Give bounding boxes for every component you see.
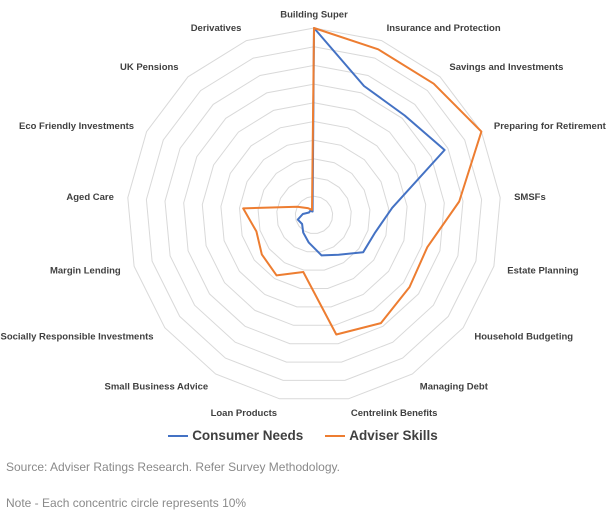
axis-label: Savings and Investments	[449, 62, 563, 73]
grid-ring	[220, 120, 408, 308]
axis-label: Loan Products	[211, 408, 278, 419]
axis-label: Aged Care	[66, 192, 114, 203]
series-line-adviser-skills	[242, 27, 483, 336]
grid-ring	[276, 177, 352, 253]
radar-grid	[127, 27, 501, 400]
axis-labels: Building Super Insurance and Protection Sa…	[0, 10, 606, 420]
legend: Consumer Needs Adviser Skills	[0, 428, 606, 443]
series-layer	[242, 27, 483, 336]
grid-ring	[201, 102, 427, 326]
axis-label: Eco Friendly Investments	[19, 121, 134, 132]
axis-label: Building Super	[280, 10, 348, 21]
legend-label-adviser-skills: Adviser Skills	[349, 428, 438, 443]
radar-chart: Building Super Insurance and Protection Sa…	[0, 10, 606, 420]
axis-label: Small Business Advice	[105, 381, 209, 392]
axis-label: SMSFs	[514, 192, 546, 203]
legend-label-consumer-needs: Consumer Needs	[192, 428, 304, 443]
source-text: Source: Adviser Ratings Research. Refer …	[6, 460, 340, 474]
axis-label: UK Pensions	[120, 62, 179, 73]
note-text: Note - Each concentric circle represents…	[6, 496, 247, 510]
axis-label: Socially Responsible Investments	[0, 332, 153, 343]
legend-item-adviser-skills: Adviser Skills	[325, 428, 438, 443]
legend-swatch-consumer-needs	[168, 434, 189, 437]
grid-ring	[183, 83, 445, 345]
axis-label: Insurance and Protection	[387, 23, 501, 34]
axis-label: Managing Debt	[420, 381, 489, 392]
series-line-consumer-needs	[296, 27, 446, 257]
axis-label: Preparing for Retirement	[494, 121, 606, 132]
grid-ring	[127, 27, 501, 400]
legend-item-consumer-needs: Consumer Needs	[168, 428, 303, 443]
grid-ring	[145, 46, 483, 381]
axis-label: Household Budgeting	[474, 332, 573, 343]
grid-ring	[257, 158, 371, 271]
legend-swatch-adviser-skills	[325, 434, 346, 437]
axis-label: Centrelink Benefits	[351, 408, 438, 419]
grid-ring	[164, 64, 464, 363]
axis-label: Estate Planning	[507, 266, 578, 277]
axis-label: Derivatives	[191, 23, 242, 34]
axis-label: Margin Lending	[50, 266, 121, 277]
grid-ring	[238, 139, 390, 289]
